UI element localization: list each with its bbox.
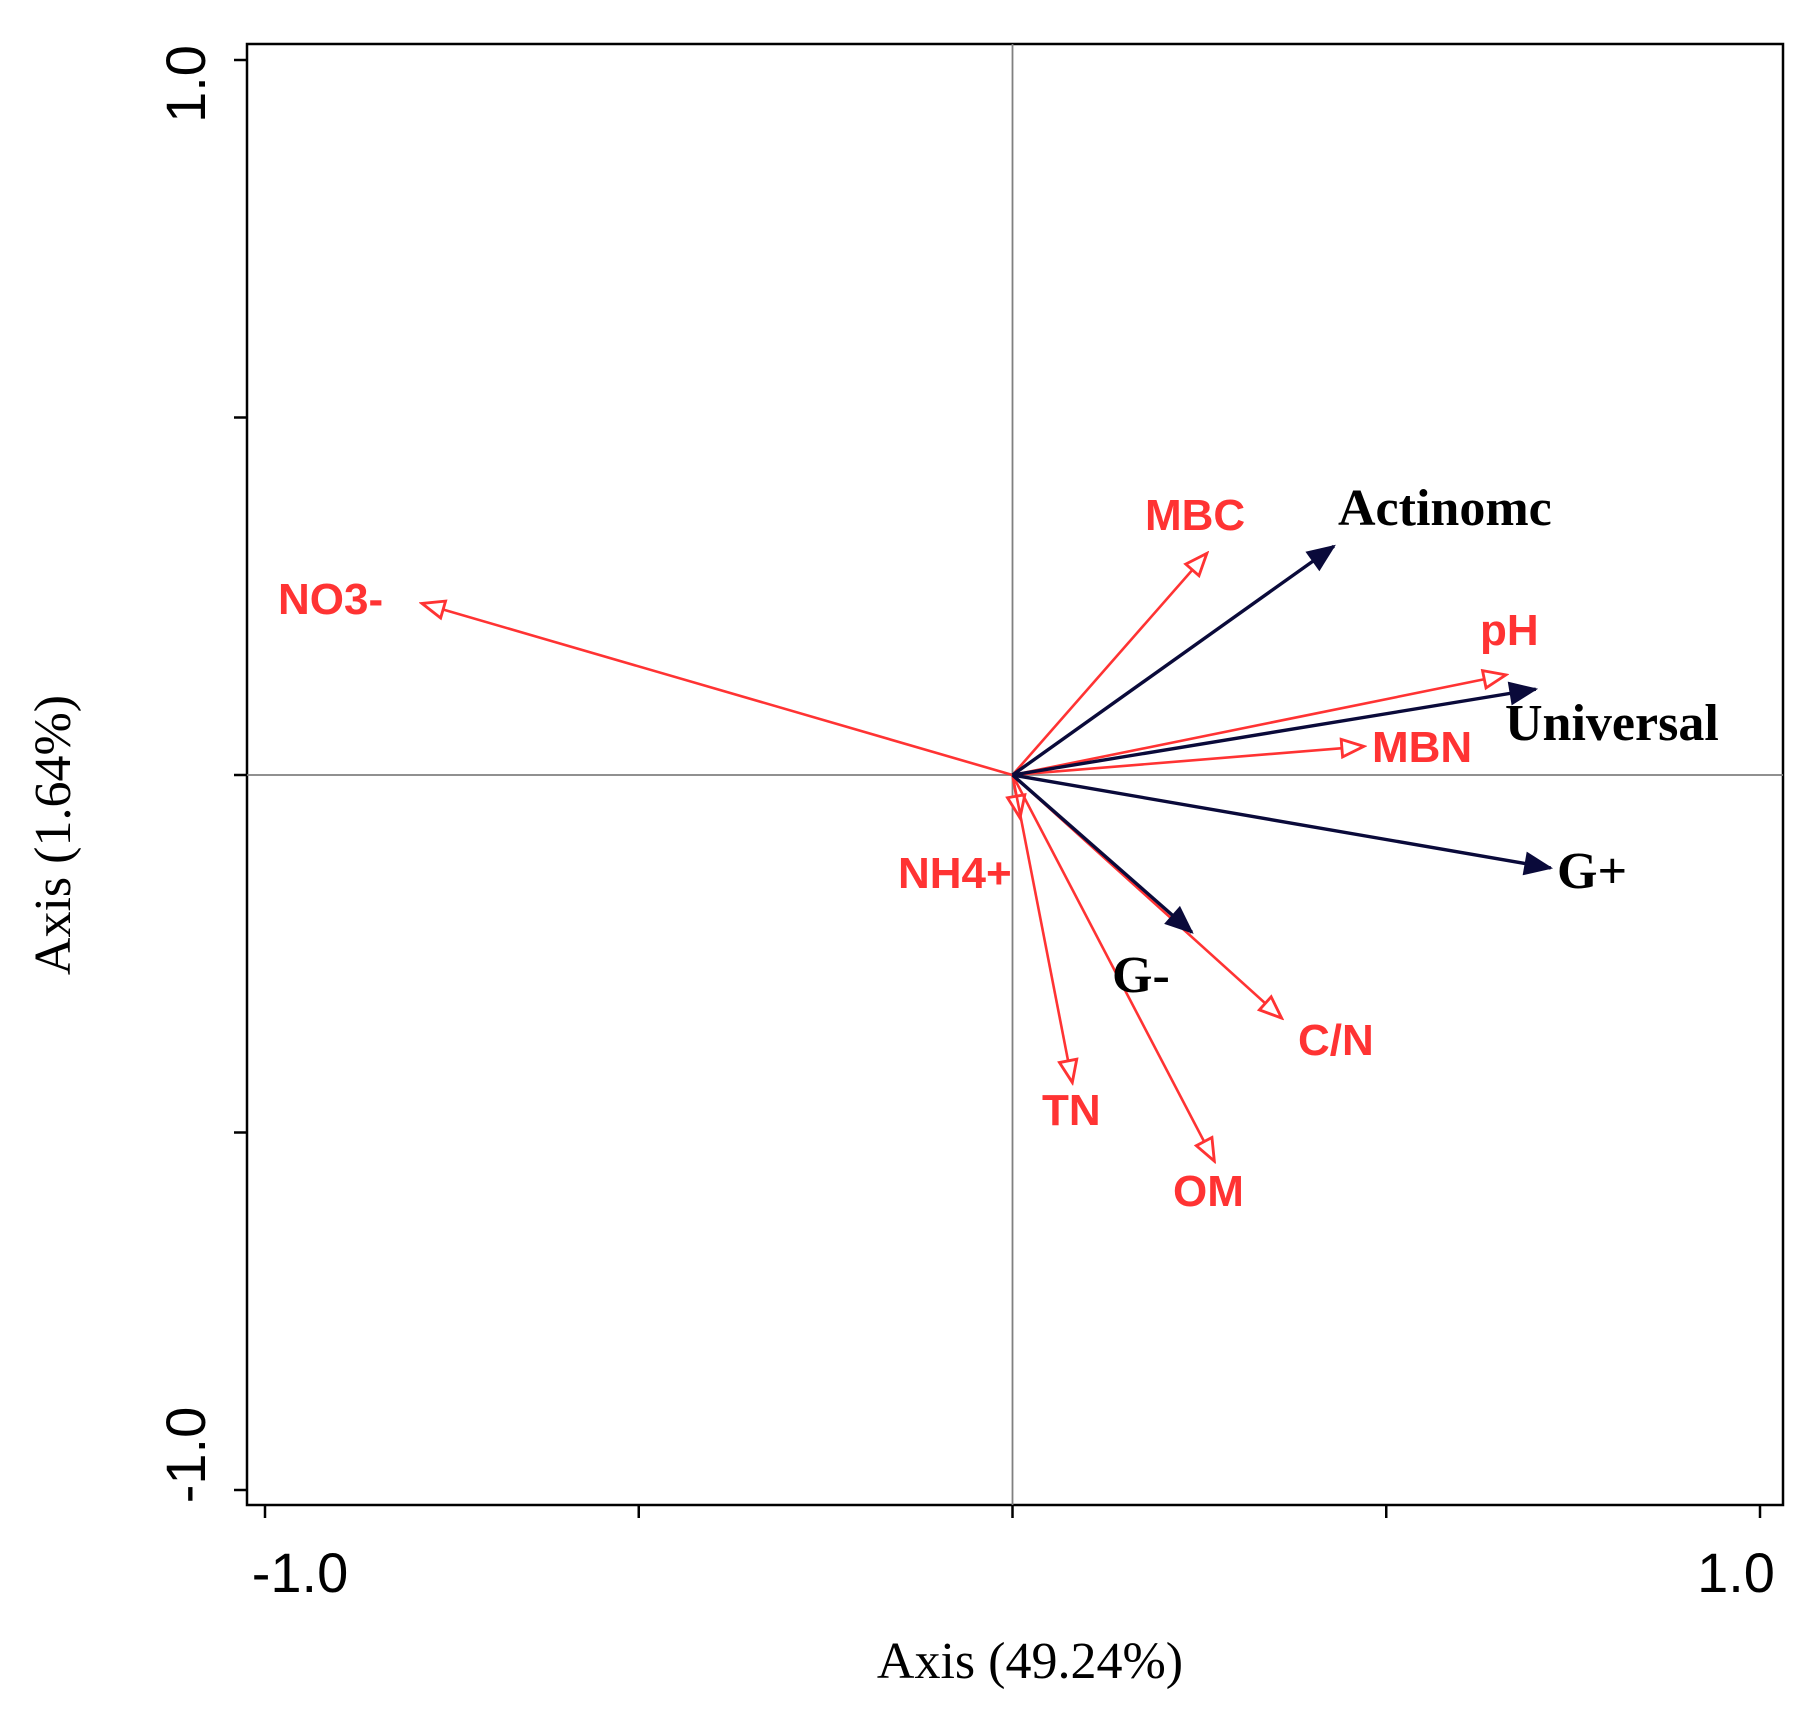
- species-vector-gplus: [1012, 773, 1554, 876]
- label-actinomc: Actinomc: [1338, 480, 1552, 537]
- env-vector-om: [1011, 774, 1215, 1161]
- env-vector-mbn: [1012, 746, 1364, 777]
- species-vectors: [1011, 544, 1554, 934]
- env-vector-ph: [1012, 675, 1506, 777]
- y-axis-title: Axis (1.64%): [25, 695, 82, 975]
- label-gplus: G+: [1557, 843, 1627, 900]
- label-ph: pH: [1480, 606, 1539, 655]
- x-tick-label-max: 1.0: [1697, 1541, 1775, 1604]
- y-tick-label-min: -1.0: [154, 1407, 217, 1504]
- label-nh4: NH4+: [898, 849, 1012, 898]
- x-axis-title: Axis (49.24%): [877, 1633, 1183, 1690]
- label-cn: C/N: [1298, 1016, 1374, 1065]
- axis-ticks: [234, 58, 1762, 1518]
- env-vector-mbc: [1011, 553, 1207, 776]
- species-vector-actinomc: [1011, 544, 1336, 777]
- species-vector-gminus: [1011, 773, 1194, 934]
- label-mbc: MBC: [1145, 491, 1245, 540]
- x-tick-label-min: -1.0: [252, 1541, 349, 1604]
- env-vector-no3minus: [422, 603, 1013, 777]
- environmental-vectors: [422, 553, 1506, 1161]
- label-om: OM: [1173, 1167, 1244, 1216]
- label-mbn: MBN: [1372, 723, 1472, 772]
- label-universal: Universal: [1505, 695, 1719, 752]
- env-vector-tn: [1011, 774, 1073, 1082]
- y-tick-label-max: 1.0: [154, 45, 217, 123]
- label-gminus: G-: [1112, 947, 1170, 1004]
- label-tn: TN: [1042, 1086, 1101, 1135]
- species-vector-universal: [1012, 681, 1539, 777]
- label-no3: NO3-: [278, 575, 383, 624]
